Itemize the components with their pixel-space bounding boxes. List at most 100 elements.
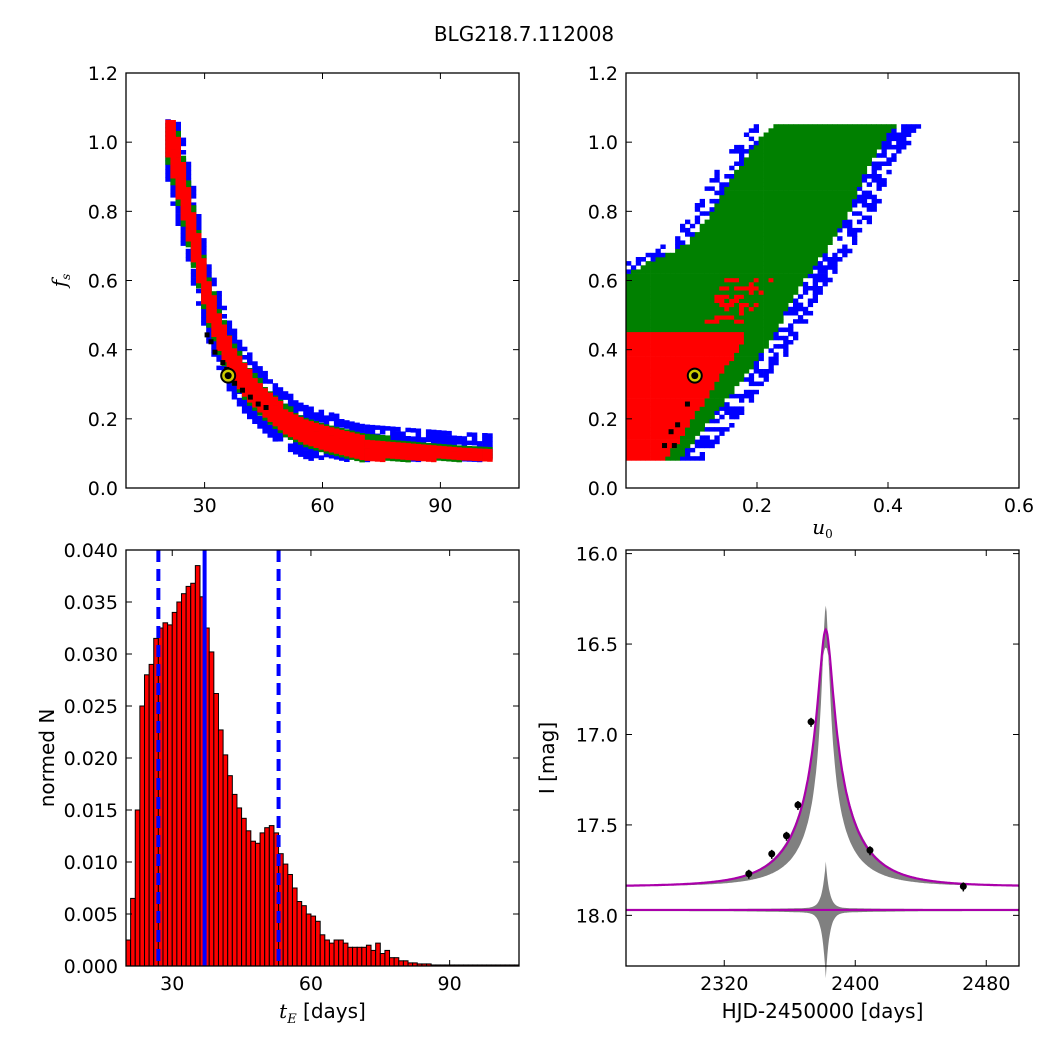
heatmap-cell [650,310,656,316]
heatmap-cell [689,273,696,279]
heatmap-cell [626,456,632,461]
heatmap-cell [645,431,651,436]
heatmap-cell [778,174,784,179]
heatmap-cell [743,389,750,395]
heatmap-cell [763,174,769,179]
heatmap-cell [743,198,750,204]
heatmap-cell [655,315,661,320]
heatmap-cell [675,236,681,241]
heatmap-cell [196,262,202,267]
heatmap-cell [675,398,681,403]
heatmap-cell [655,331,661,337]
heatmap-cell [748,265,755,270]
heatmap-cell [196,230,202,235]
heatmap-cell [773,140,779,146]
heatmap-cell [670,364,676,370]
heatmap-cell [739,310,745,316]
heatmap-cell [385,449,391,455]
heatmap-cell [685,431,691,436]
histogram-bar [296,901,303,967]
heatmap-cell [743,331,750,337]
heatmap-cell [837,178,843,183]
heatmap-cell [802,319,809,324]
heatmap-cell [650,414,656,420]
heatmap-cell [837,219,843,225]
heatmap-cell [719,223,725,229]
heatmap-cell [226,324,233,330]
heatmap-cell [272,424,279,429]
histogram-bar [282,863,289,967]
histogram-bar [222,754,229,967]
heatmap-cell [817,190,823,196]
heatmap-cell [282,417,289,423]
heatmap-cell [689,310,696,316]
heatmap-cell [645,439,651,445]
heatmap-cell [626,398,632,403]
heatmap-cell [236,388,243,393]
heatmap-cell [704,364,710,370]
heatmap-cell [232,380,238,386]
heatmap-cell [699,369,705,374]
y-axis-label: I [mag] [535,722,559,794]
heatmap-cell [891,153,897,158]
heatmap-cell [680,223,686,229]
heatmap-cell [675,265,681,270]
heatmap-cell [689,402,696,407]
heatmap-cell [277,437,284,442]
heatmap-cell [645,269,651,274]
heatmap-cell [313,439,319,444]
heatmap-cell [685,319,691,324]
heatmap-cell [856,174,863,179]
heatmap-cell [763,165,769,171]
heatmap-cell [655,261,661,266]
heatmap-cell [660,344,666,349]
histogram-bar [139,705,145,967]
heatmap-cell [753,186,759,191]
heatmap-cell [680,273,686,279]
heatmap-cell [739,348,745,353]
heatmap-cell [420,444,427,449]
heatmap-cell [847,153,853,158]
heatmap-cell [395,431,401,436]
heatmap-cell [165,148,171,154]
heatmap-cell [211,332,217,337]
heatmap-cell [763,186,769,191]
heatmap-cell [788,310,794,316]
heatmap-cell [185,257,192,262]
heatmap-cell [724,389,730,395]
heatmap-cell [165,164,171,170]
heatmap-cell [298,452,304,457]
heatmap-cell [876,132,882,137]
heatmap-cell [753,140,759,146]
heatmap-cell [262,424,268,430]
heatmap-cell [739,406,745,411]
heatmap-cell [655,360,661,366]
heatmap-cell [822,169,828,175]
model-uncertainty-band [626,605,1019,886]
heatmap-cell [665,319,671,324]
heatmap-cell [699,456,705,461]
heatmap-cell [734,414,740,420]
heatmap-cell [847,203,853,208]
heatmap-cell [709,402,715,407]
heatmap-cell [734,377,740,382]
heatmap-cell [318,418,325,423]
heatmap-cell [303,413,309,418]
heatmap-cell [812,140,818,146]
heatmap-cell [670,290,676,295]
heatmap-cell [670,352,676,357]
heatmap-cell [650,252,656,258]
heatmap-cell [655,385,661,391]
heatmap-cell [763,178,769,183]
heatmap-cell [856,198,863,204]
heatmap-cell [763,215,769,220]
heatmap-cell [793,165,799,171]
heatmap-cell [852,198,858,204]
heatmap-cell [680,456,686,461]
heatmap-cell [910,124,917,129]
heatmap-cell [768,298,774,303]
heatmap-cell [797,257,804,262]
heatmap-cell [685,310,691,316]
heatmap-cell [719,377,725,382]
heatmap-cell [626,331,632,337]
